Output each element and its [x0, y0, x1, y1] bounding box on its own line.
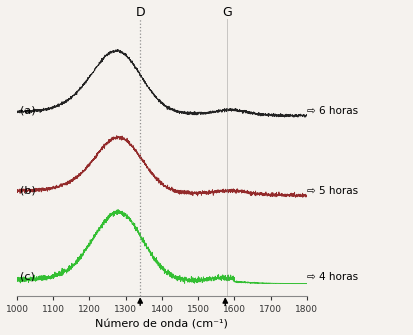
Text: ⇨ 4 horas: ⇨ 4 horas — [307, 272, 358, 282]
Text: (c): (c) — [20, 272, 35, 282]
X-axis label: Número de onda (cm⁻¹): Número de onda (cm⁻¹) — [95, 320, 228, 329]
Text: (a): (a) — [20, 106, 36, 116]
Text: G: G — [222, 6, 232, 18]
Text: D: D — [135, 6, 145, 18]
Text: (b): (b) — [20, 186, 36, 196]
Text: ⇨ 6 horas: ⇨ 6 horas — [307, 106, 358, 116]
Text: ⇨ 5 horas: ⇨ 5 horas — [307, 186, 358, 196]
